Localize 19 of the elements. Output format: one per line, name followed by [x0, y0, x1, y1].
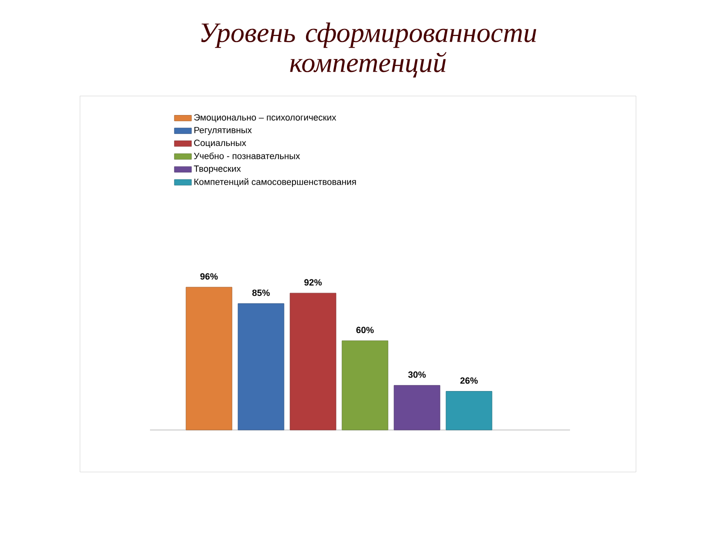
bar	[394, 385, 440, 430]
bar	[446, 391, 492, 430]
chart-title: Уровень сформированности компетенций	[201, 22, 536, 78]
data-label: 30%	[408, 371, 426, 378]
legend-label: Регулятивных	[194, 126, 252, 136]
legend-label: Эмоционально – психологических	[194, 114, 336, 122]
bar	[186, 286, 232, 430]
bar	[342, 340, 388, 430]
data-label: 60%	[356, 326, 374, 334]
legend-label: Социальных	[194, 140, 246, 148]
data-label: 85%	[252, 290, 270, 296]
bar	[238, 303, 284, 430]
data-label: 26%	[460, 377, 478, 384]
data-label: 96%	[200, 273, 218, 280]
legend-label: Компетенций самосовершенствования	[194, 178, 356, 187]
legend-label: Творческих	[194, 166, 241, 174]
data-label: 92%	[304, 279, 322, 286]
bar	[290, 292, 336, 430]
legend-label: Учебно - познавательных	[194, 152, 300, 160]
